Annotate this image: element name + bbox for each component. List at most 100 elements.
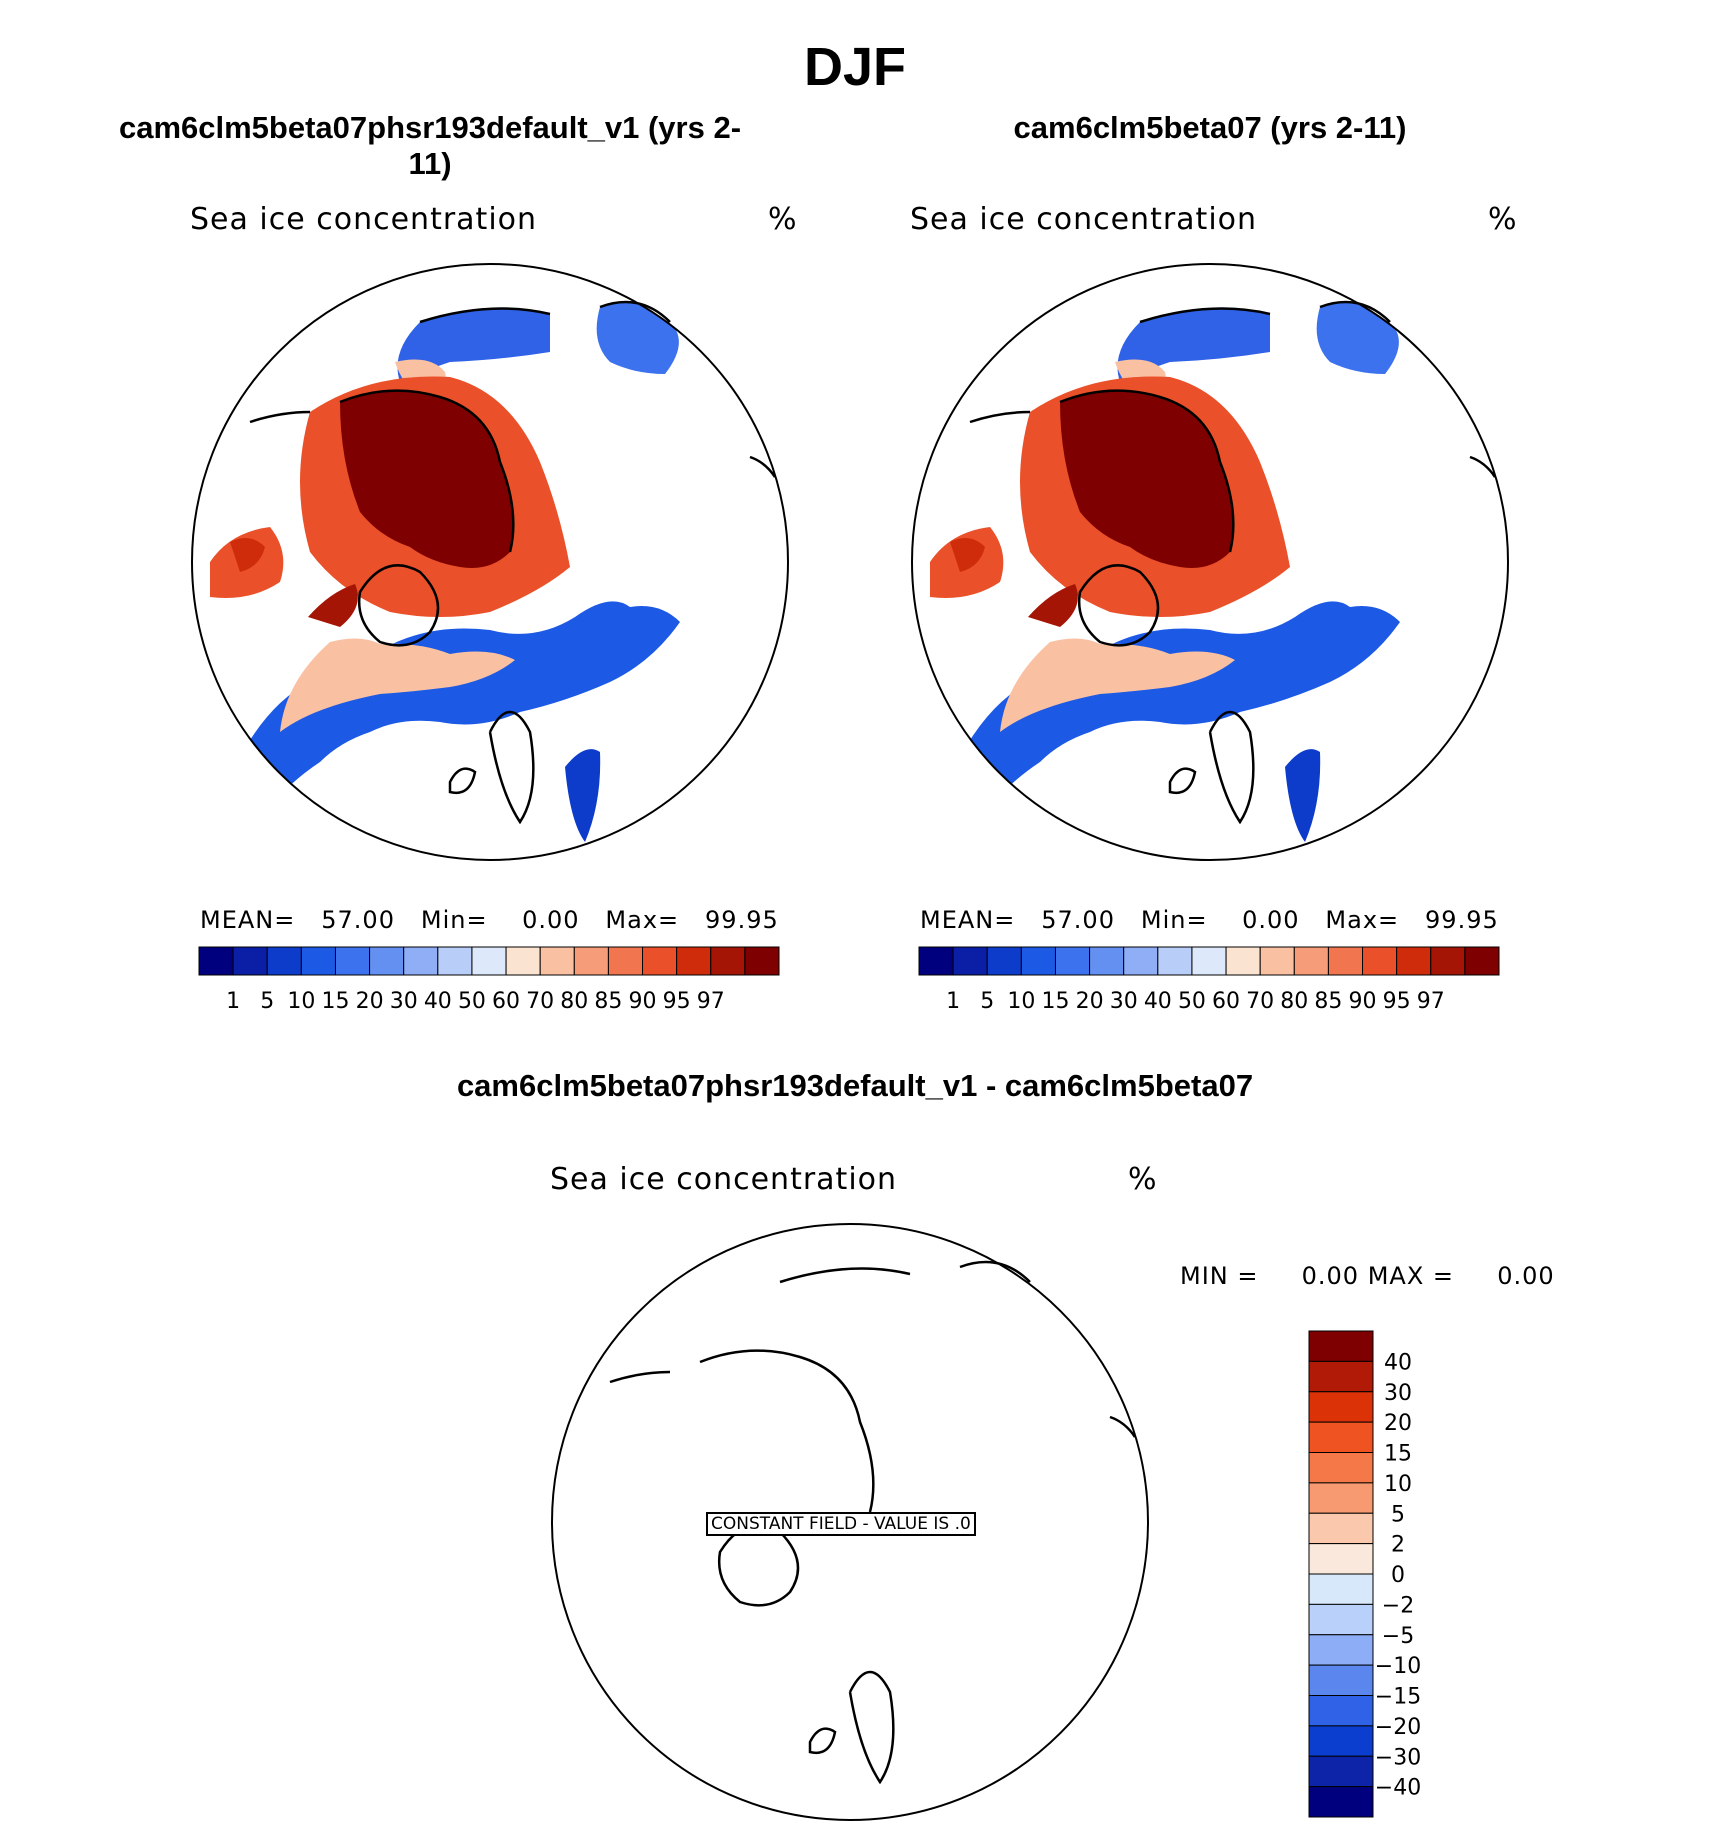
panel3-min-value: 0.00: [1301, 1262, 1360, 1290]
panel2-colorbar-tick-0: 1: [946, 989, 960, 1014]
panel1-stats-line: MEAN= 57.00 Min= 0.00 Max= 99.95: [200, 906, 780, 934]
panel1-colorbar-swatch-2: [266, 946, 302, 976]
panel2-stats-line: MEAN= 57.00 Min= 0.00 Max= 99.95: [920, 906, 1500, 934]
panel3-colorbar-swatch-13: [1308, 1725, 1374, 1757]
panel2-colorbar-swatch-8: [1191, 946, 1227, 976]
panel2-colorbar-swatch-16: [1464, 946, 1500, 976]
panel3-colorbar-swatch-12: [1308, 1695, 1374, 1727]
panel1-colorbar-swatch-1: [232, 946, 268, 976]
panel3-colorbar-swatch-4: [1308, 1452, 1374, 1484]
panel1-ice-field: [210, 302, 680, 842]
panel1-min-value: 0.00: [522, 906, 580, 934]
panel3-colorbar-swatch-5: [1308, 1482, 1374, 1514]
panel3-min-label: MIN =: [1180, 1262, 1259, 1290]
panel2-polar-map: [911, 263, 1509, 861]
panel2-mean-value: 57.00: [1041, 906, 1115, 934]
panel3-stats-line: MIN = 0.00 MAX = 0.00: [1180, 1262, 1555, 1290]
panel1-colorbar-tick-6: 40: [424, 989, 452, 1014]
panel2-colorbar-tick-6: 40: [1144, 989, 1172, 1014]
panel1-mean-value: 57.00: [321, 906, 395, 934]
panel2-colorbar-tick-1: 5: [980, 989, 994, 1014]
panel2-min-value: 0.00: [1242, 906, 1300, 934]
panel1-colorbar: 1 5 10 15 20 30 40 50 60 70 80 85 90 95 97: [198, 946, 780, 1014]
panel2-colorbar-tick-14: 97: [1417, 989, 1445, 1014]
panel2-colorbar-swatch-14: [1396, 946, 1432, 976]
panel3-colorbar-tick-0: 40: [1384, 1350, 1412, 1375]
panel3-colorbar-swatch-8: [1308, 1573, 1374, 1605]
panel2-colorbar-swatch-3: [1020, 946, 1056, 976]
panel1-colorbar-swatch-3: [300, 946, 336, 976]
panel2-variable-label: Sea ice concentration: [910, 202, 1258, 237]
panel3-colorbar-swatch-9: [1308, 1603, 1374, 1636]
panel1-max-label: Max=: [605, 906, 680, 934]
panel2-colorbar-tick-8: 60: [1212, 989, 1240, 1014]
panel1-colorbar-swatch-10: [539, 946, 575, 976]
panel1-colorbar-tick-8: 60: [492, 989, 520, 1014]
panel1-min-label: Min=: [420, 906, 488, 934]
panel2-coastlines: [969, 300, 1497, 825]
panel2-colorbar-swatch-13: [1362, 946, 1398, 976]
panel3-max-label: MAX =: [1367, 1262, 1455, 1290]
panel3-colorbar-tick-1: 30: [1384, 1381, 1412, 1406]
panel2-colorbar-tick-3: 15: [1041, 989, 1069, 1014]
panel1-mean-label: MEAN=: [200, 906, 296, 934]
constant-field-label: CONSTANT FIELD - VALUE IS .0: [706, 1512, 976, 1536]
panel3-colorbar-tick-8: −2: [1382, 1593, 1414, 1618]
panel1-colorbar-tick-5: 30: [390, 989, 418, 1014]
panel1-colorbar-swatch-0: [198, 946, 234, 976]
panel3-colorbar-tick-5: 5: [1391, 1502, 1405, 1527]
panel3-colorbar-tick-2: 20: [1384, 1411, 1412, 1436]
panel3-colorbar-swatch-6: [1308, 1512, 1374, 1545]
panel2-colorbar-swatch-6: [1123, 946, 1159, 976]
panel3-polar-map: [551, 1223, 1149, 1821]
panel3-title: cam6clm5beta07phsr193default_v1 - cam6cl…: [456, 1068, 1254, 1103]
panel3-max-value: 0.00: [1497, 1262, 1555, 1290]
panel3-colorbar-swatch-7: [1308, 1543, 1374, 1575]
panel1-title: cam6clm5beta07phsr193default_v1 (yrs 2-1…: [118, 110, 742, 181]
panel1-colorbar-tick-9: 70: [526, 989, 554, 1014]
panel1-colorbar-tick-10: 80: [560, 989, 588, 1014]
panel1-polar-map: [191, 263, 789, 861]
panel2-title: cam6clm5beta07 (yrs 2-11): [1013, 110, 1407, 145]
panel3-colorbar-swatch-10: [1308, 1634, 1374, 1666]
panel1-colorbar-swatch-12: [607, 946, 644, 976]
panel2-colorbar-swatch-2: [986, 946, 1022, 976]
panel1-colorbar-swatch-14: [676, 946, 712, 976]
panel2-min-label: Min=: [1140, 906, 1208, 934]
panel2-colorbar-tick-13: 95: [1383, 989, 1411, 1014]
panel2-colorbar-tick-7: 50: [1178, 989, 1206, 1014]
panel1-colorbar-tick-4: 20: [356, 989, 384, 1014]
panel3-colorbar-swatch-14: [1308, 1755, 1374, 1788]
panel2-colorbar-swatch-12: [1327, 946, 1364, 976]
panel3-colorbar-tick-7: 0: [1391, 1563, 1405, 1588]
panel2-max-value: 99.95: [1425, 906, 1499, 934]
panel1-max-value: 99.95: [705, 906, 779, 934]
panel1-colorbar-tick-1: 5: [260, 989, 274, 1014]
panel3-colorbar-tick-4: 10: [1384, 1472, 1412, 1497]
panel2-colorbar-swatch-1: [952, 946, 988, 976]
panel1-colorbar-swatch-9: [505, 946, 541, 976]
panel2-colorbar-tick-5: 30: [1110, 989, 1138, 1014]
panel2-colorbar-tick-2: 10: [1007, 989, 1035, 1014]
panel1-units-label: %: [768, 202, 798, 237]
panel1-colorbar-swatch-6: [403, 946, 439, 976]
panel2-colorbar-swatch-5: [1089, 946, 1125, 976]
panel3-colorbar-tick-13: −30: [1375, 1745, 1421, 1770]
panel3-colorbar-tick-12: −20: [1375, 1715, 1421, 1740]
panel3-variable-label: Sea ice concentration: [550, 1162, 898, 1197]
panel2-colorbar-swatch-0: [918, 946, 954, 976]
panel1-colorbar-tick-7: 50: [458, 989, 486, 1014]
panel1-variable-label: Sea ice concentration: [190, 202, 538, 237]
panel2-mean-label: MEAN=: [920, 906, 1016, 934]
panel3-colorbar-swatch-0: [1308, 1330, 1374, 1362]
panel1-colorbar-tick-0: 1: [226, 989, 240, 1014]
panel1-colorbar-tick-3: 15: [321, 989, 349, 1014]
panel1-coastlines: [249, 300, 777, 825]
panel1-colorbar-swatch-15: [710, 946, 746, 976]
panel3-colorbar-tick-10: −10: [1375, 1654, 1421, 1679]
panel3-colorbar-tick-14: −40: [1375, 1776, 1421, 1801]
panel1-colorbar-tick-12: 90: [629, 989, 657, 1014]
panel2-colorbar-swatch-7: [1157, 946, 1193, 976]
panel3-colorbar-tick-11: −15: [1375, 1685, 1421, 1710]
panel1-colorbar-tick-14: 97: [697, 989, 725, 1014]
